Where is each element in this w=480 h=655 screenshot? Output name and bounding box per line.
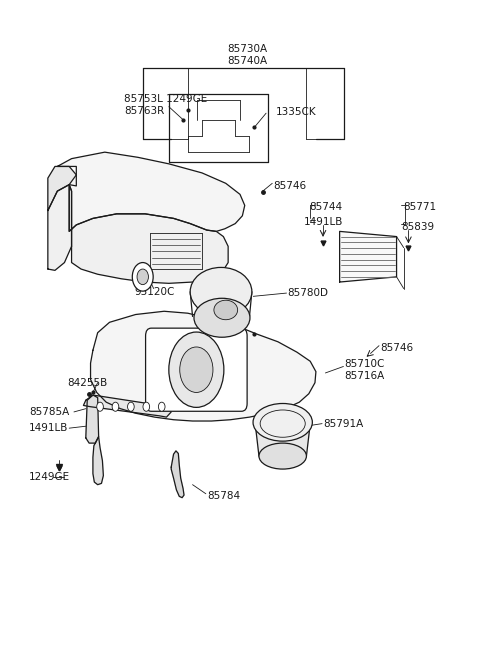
Ellipse shape [253,403,312,441]
Ellipse shape [214,300,238,320]
Ellipse shape [259,443,306,469]
Text: 85839: 85839 [401,222,434,232]
Text: 1491LB: 1491LB [303,217,343,227]
Polygon shape [93,437,103,485]
Text: 95120C: 95120C [134,287,175,297]
Text: 84255B: 84255B [67,378,108,388]
Polygon shape [84,395,171,417]
Circle shape [96,402,103,411]
Circle shape [143,402,150,411]
Polygon shape [69,185,228,284]
Text: 1249GE: 1249GE [29,472,70,482]
Text: 85791A: 85791A [323,419,363,428]
Ellipse shape [190,267,252,316]
Circle shape [112,402,119,411]
Polygon shape [340,231,396,282]
Text: 85753L 1249GE
85763R: 85753L 1249GE 85763R [124,94,207,115]
Text: 85730A
85740A: 85730A 85740A [227,44,267,66]
Circle shape [180,347,213,392]
Circle shape [169,332,224,407]
Text: 1335CK: 1335CK [276,107,316,117]
FancyBboxPatch shape [145,328,247,411]
Polygon shape [57,152,245,231]
Circle shape [128,402,134,411]
Text: 85780D: 85780D [288,288,328,298]
Polygon shape [171,451,184,498]
Polygon shape [255,424,310,456]
Text: 1491LB: 1491LB [29,423,68,433]
Text: 85771: 85771 [404,202,437,212]
Ellipse shape [194,298,250,337]
Circle shape [132,263,153,291]
Text: 85784: 85784 [207,491,240,501]
Text: 85710C
85716A: 85710C 85716A [344,359,385,381]
Polygon shape [86,395,98,443]
Text: 85744: 85744 [309,202,342,212]
Circle shape [137,269,148,285]
Text: 85746: 85746 [273,181,306,191]
Text: 85746: 85746 [380,343,413,353]
Polygon shape [91,311,316,421]
Text: 85785A: 85785A [29,407,69,417]
Polygon shape [48,166,76,211]
Circle shape [158,402,165,411]
Polygon shape [48,185,72,271]
